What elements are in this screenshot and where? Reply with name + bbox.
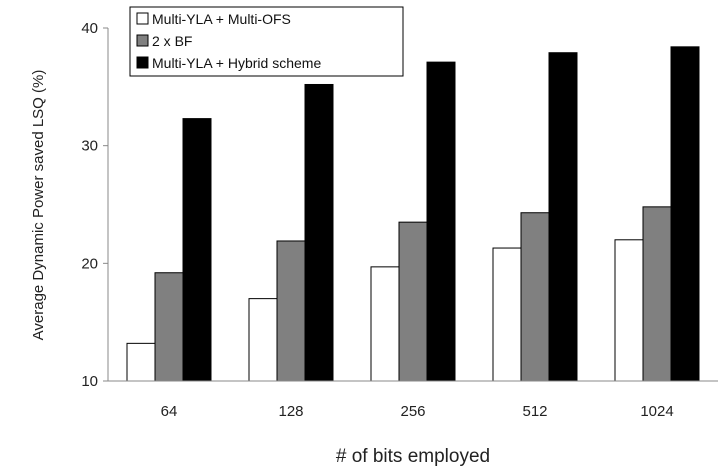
- bar-multi-yla-multi-ofs-128: [248, 298, 278, 382]
- bar-2-x-bf-512: [520, 212, 550, 382]
- bar-multi-yla-hybrid-scheme-128: [304, 83, 334, 382]
- y-tick-labels: 10 20 30 40: [81, 20, 108, 390]
- bar-multi-yla-multi-ofs-512: [492, 247, 522, 382]
- x-axis-title: # of bits employed: [336, 446, 490, 467]
- bar-multi-yla-multi-ofs-1024: [614, 239, 644, 382]
- legend-swatch: [136, 34, 149, 47]
- x-tick-label: 128: [278, 403, 303, 420]
- bars-layer: [126, 46, 700, 382]
- x-tick-label: 1024: [640, 403, 673, 420]
- bar-multi-yla-hybrid-scheme-1024: [670, 46, 700, 382]
- x-tick-labels: 64 128 256 512 1024: [161, 403, 674, 420]
- bar-multi-yla-hybrid-scheme-512: [548, 52, 578, 382]
- y-tick-label: 30: [81, 138, 98, 155]
- bar-multi-yla-multi-ofs-256: [370, 266, 400, 382]
- legend-box: [129, 6, 404, 77]
- x-tick-label: 512: [522, 403, 547, 420]
- y-axis-title: Average Dynamic Power saved LSQ (%): [30, 70, 47, 341]
- legend-label: Multi-YLA + Hybrid scheme: [152, 55, 321, 71]
- bar-2-x-bf-256: [398, 221, 428, 382]
- legend-swatch: [136, 12, 149, 25]
- legend-label: Multi-YLA + Multi-OFS: [152, 11, 291, 27]
- bar-2-x-bf-128: [276, 240, 306, 382]
- y-tick-label: 20: [81, 255, 98, 272]
- x-tick-label: 256: [400, 403, 425, 420]
- y-tick-label: 10: [81, 373, 98, 390]
- legend-label: 2 x BF: [152, 33, 192, 49]
- y-tick-label: 40: [81, 20, 98, 37]
- bar-multi-yla-hybrid-scheme-64: [182, 118, 212, 382]
- bar-multi-yla-multi-ofs-64: [126, 342, 156, 382]
- axes-layer: [107, 28, 718, 382]
- x-tick-label: 64: [161, 403, 178, 420]
- bar-2-x-bf-64: [154, 272, 184, 382]
- bar-multi-yla-hybrid-scheme-256: [426, 61, 456, 382]
- legend: Multi-YLA + Multi-OFS 2 x BF Multi-YLA + H…: [129, 6, 404, 77]
- bar-2-x-bf-1024: [642, 206, 672, 382]
- legend-swatch: [136, 56, 149, 69]
